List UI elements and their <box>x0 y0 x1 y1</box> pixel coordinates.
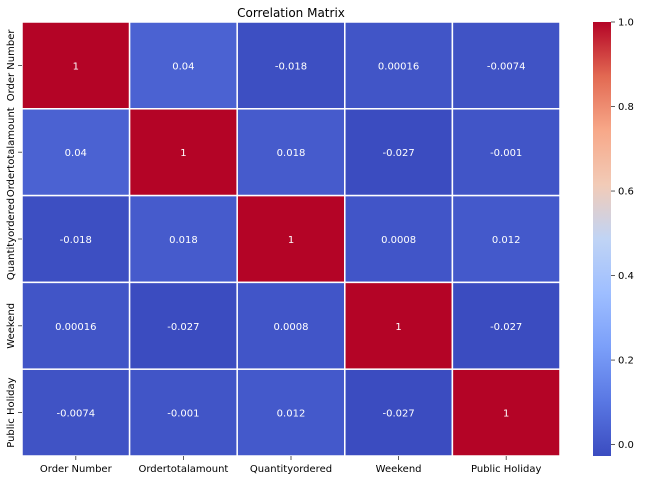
cell-value-label: 0.018 <box>169 235 198 246</box>
cell-value-label: 0.00016 <box>378 61 419 72</box>
cell-value-label: 0.04 <box>65 148 87 159</box>
cell-value-label: 1 <box>73 61 79 72</box>
heatmap-cell <box>344 194 454 284</box>
heatmap-cell <box>344 281 454 370</box>
cell-value-label: -0.018 <box>60 235 92 246</box>
cell-value-label: -0.027 <box>382 148 414 159</box>
x-tick-label: Order Number <box>40 464 113 475</box>
cell-value-label: 1 <box>395 322 401 333</box>
cell-value-label: 1 <box>288 235 294 246</box>
heatmap-cell <box>236 368 346 457</box>
cell-value-label: -0.0074 <box>56 409 95 420</box>
x-tick-label: Weekend <box>376 464 422 475</box>
cell-value-label: -0.027 <box>167 322 199 333</box>
heatmap-cell <box>451 368 561 457</box>
heatmap-cell <box>451 281 561 370</box>
heatmap-cell <box>236 108 346 197</box>
colorbar: 0.0 0.2 0.4 0.6 0.8 1.0 <box>593 18 634 456</box>
cell-value-label: 0.0008 <box>381 235 416 246</box>
x-tick-label: Ordertotalamount <box>138 464 228 475</box>
y-tick-label: Order Number <box>6 29 17 102</box>
heatmap-cell <box>21 368 131 457</box>
heatmap-cell <box>451 108 561 197</box>
heatmap-cell <box>344 21 454 110</box>
cell-value-label: -0.001 <box>490 148 522 159</box>
colorbar-tick-label: 0.4 <box>618 271 634 282</box>
heatmap-cell <box>128 21 238 110</box>
colorbar-tick-label: 0.6 <box>618 187 634 198</box>
cell-value-label: 1 <box>503 409 509 420</box>
y-tick-label: Ordertotalamount <box>6 107 17 197</box>
chart-title: Correlation Matrix <box>237 6 345 20</box>
heatmap-cell <box>128 281 238 370</box>
cell-value-label: 0.00016 <box>55 322 96 333</box>
heatmap-cell <box>21 21 131 110</box>
y-tick-label: Quantityordered <box>6 198 17 280</box>
x-axis: Order Number Ordertotalamount Quantityorde… <box>40 456 541 475</box>
cell-value-label: 1 <box>180 148 186 159</box>
colorbar-tick-label: 0.8 <box>618 102 634 113</box>
colorbar-tick-label: 0.0 <box>618 440 634 451</box>
cell-value-label: 0.04 <box>172 61 194 72</box>
y-axis: Order Number OrdertotalamountQuantityorde… <box>6 29 22 448</box>
colorbar-tick-label: 1.0 <box>618 18 634 29</box>
cell-value-label: 0.012 <box>492 235 521 246</box>
heatmap-cell <box>128 368 238 457</box>
y-tick-label: Weekend <box>6 303 17 349</box>
cell-value-label: -0.001 <box>167 409 199 420</box>
colorbar-gradient <box>593 22 611 456</box>
heatmap-cell <box>128 194 238 284</box>
heatmap-cells: 1 0.04 -0.018 0.00016 -0.0074 0.04 1 0.018 -0.02… <box>21 21 561 457</box>
heatmap-cell <box>236 21 346 110</box>
y-tick-label: Public Holiday <box>6 377 17 447</box>
cell-value-label: 0.0008 <box>274 322 309 333</box>
x-tick-label: Quantityordered <box>250 464 332 475</box>
cell-value-label: 0.012 <box>277 409 306 420</box>
cell-value-label: 0.018 <box>277 148 306 159</box>
cell-value-label: -0.027 <box>382 409 414 420</box>
heatmap-cell <box>236 281 346 370</box>
cell-value-label: -0.027 <box>490 322 522 333</box>
x-tick-label: Public Holiday <box>471 464 541 475</box>
colorbar-tick-label: 0.2 <box>618 356 634 367</box>
cell-value-label: -0.0074 <box>487 61 526 72</box>
cell-value-label: -0.018 <box>275 61 307 72</box>
